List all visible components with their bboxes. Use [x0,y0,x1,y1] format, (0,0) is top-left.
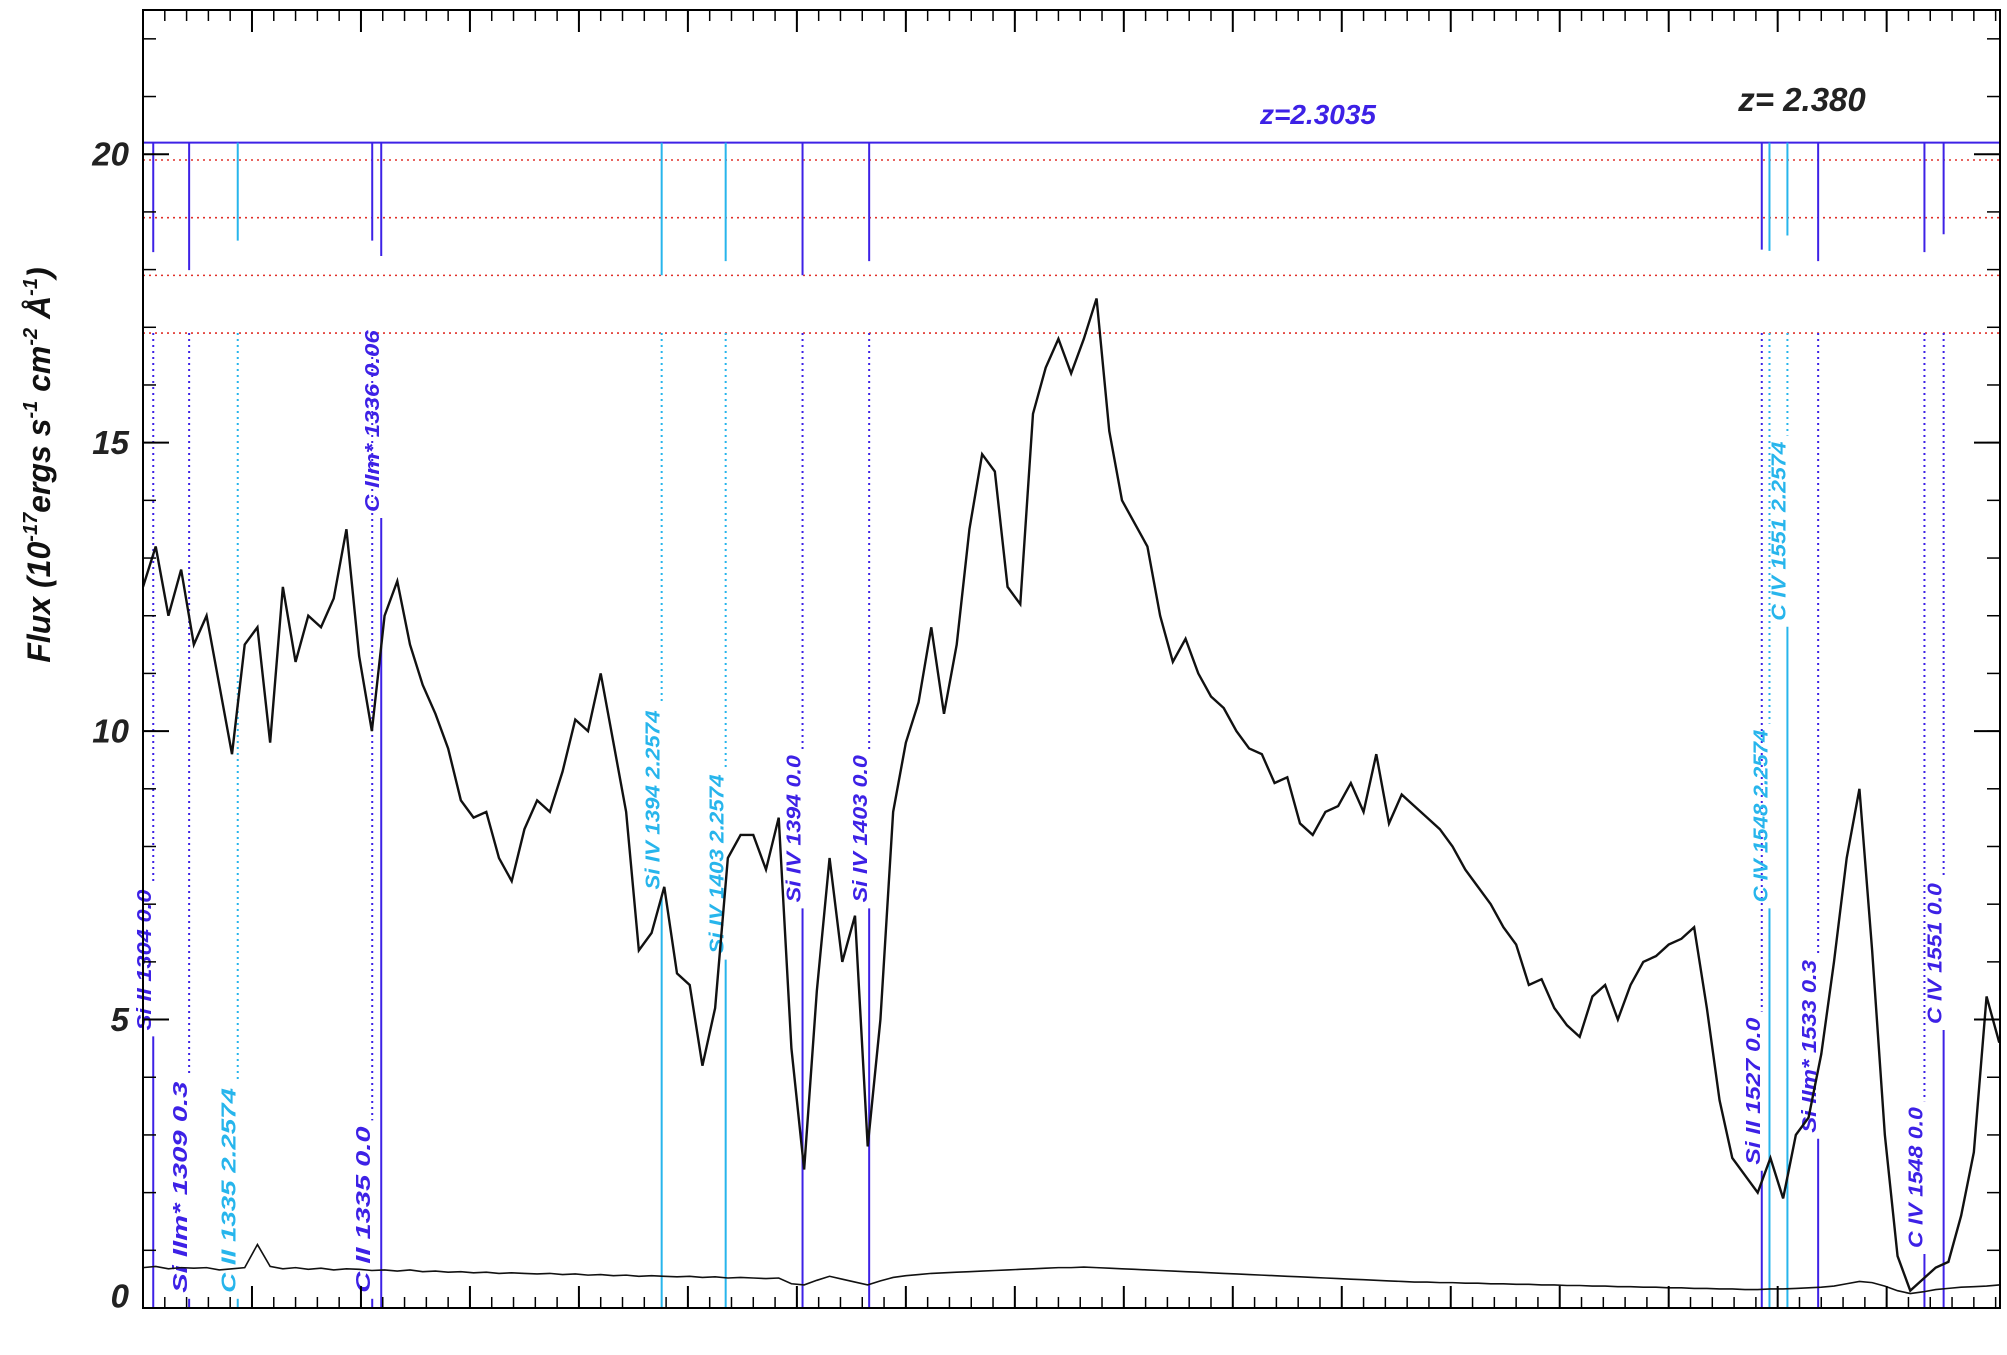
line-label: C IIm* 1336 0.06 [362,329,384,512]
line-label: Si IV 1403 2.2574 [707,774,729,953]
y-tick-label: 15 [92,424,129,461]
y-tick-label: 20 [91,136,129,173]
annotation: z=2.3035 [1259,99,1376,130]
y-axis-label-part: -1 [20,401,42,419]
annotation: z= 2.380 [1737,81,1866,118]
spectrum-line [143,298,2000,1293]
line-label: C IV 1548 2.2574 [1750,730,1772,903]
y-axis-label-part: Flux (10 [21,542,57,663]
y-axis-label-part: -2 [20,328,42,346]
line-label: Si IIm* 1533 0.3 [1799,960,1821,1133]
line-label: Si II 1527 0.0 [1743,1018,1765,1165]
line-label: Si II 1304 0.0 [134,890,156,1031]
spectrum-line [143,1242,2000,1295]
y-axis-label-part: ) [21,267,57,281]
y-axis-label-part: -1 [20,278,42,296]
y-tick-label: 0 [111,1278,130,1315]
line-label: Si IV 1394 2.2574 [643,710,665,889]
y-axis-label-part: ergs s [21,419,57,513]
line-label: C IV 1551 2.2574 [1768,442,1790,621]
y-axis-label: Flux (10-17ergs s-1 cm-2 Å-1) [20,267,57,662]
y-axis-label-part: Å [21,296,57,328]
line-label: Si IV 1394 0.0 [784,755,806,902]
line-label: C IV 1548 0.0 [1905,1107,1927,1248]
line-label: C IV 1551 0.0 [1925,883,1947,1024]
line-label: C II 1335 2.2574 [219,1088,241,1293]
line-label: Si IV 1403 0.0 [850,755,872,902]
y-tick-label: 10 [92,713,129,750]
y-tick-label: 5 [111,1001,130,1038]
plot-frame [142,9,2001,1309]
line-label: Si IIm* 1309 0.3 [170,1082,192,1293]
line-label: C II 1335 0.0 [353,1126,375,1292]
y-axis-label-part: cm [21,346,57,401]
y-axis-label-part: -17 [20,512,42,542]
